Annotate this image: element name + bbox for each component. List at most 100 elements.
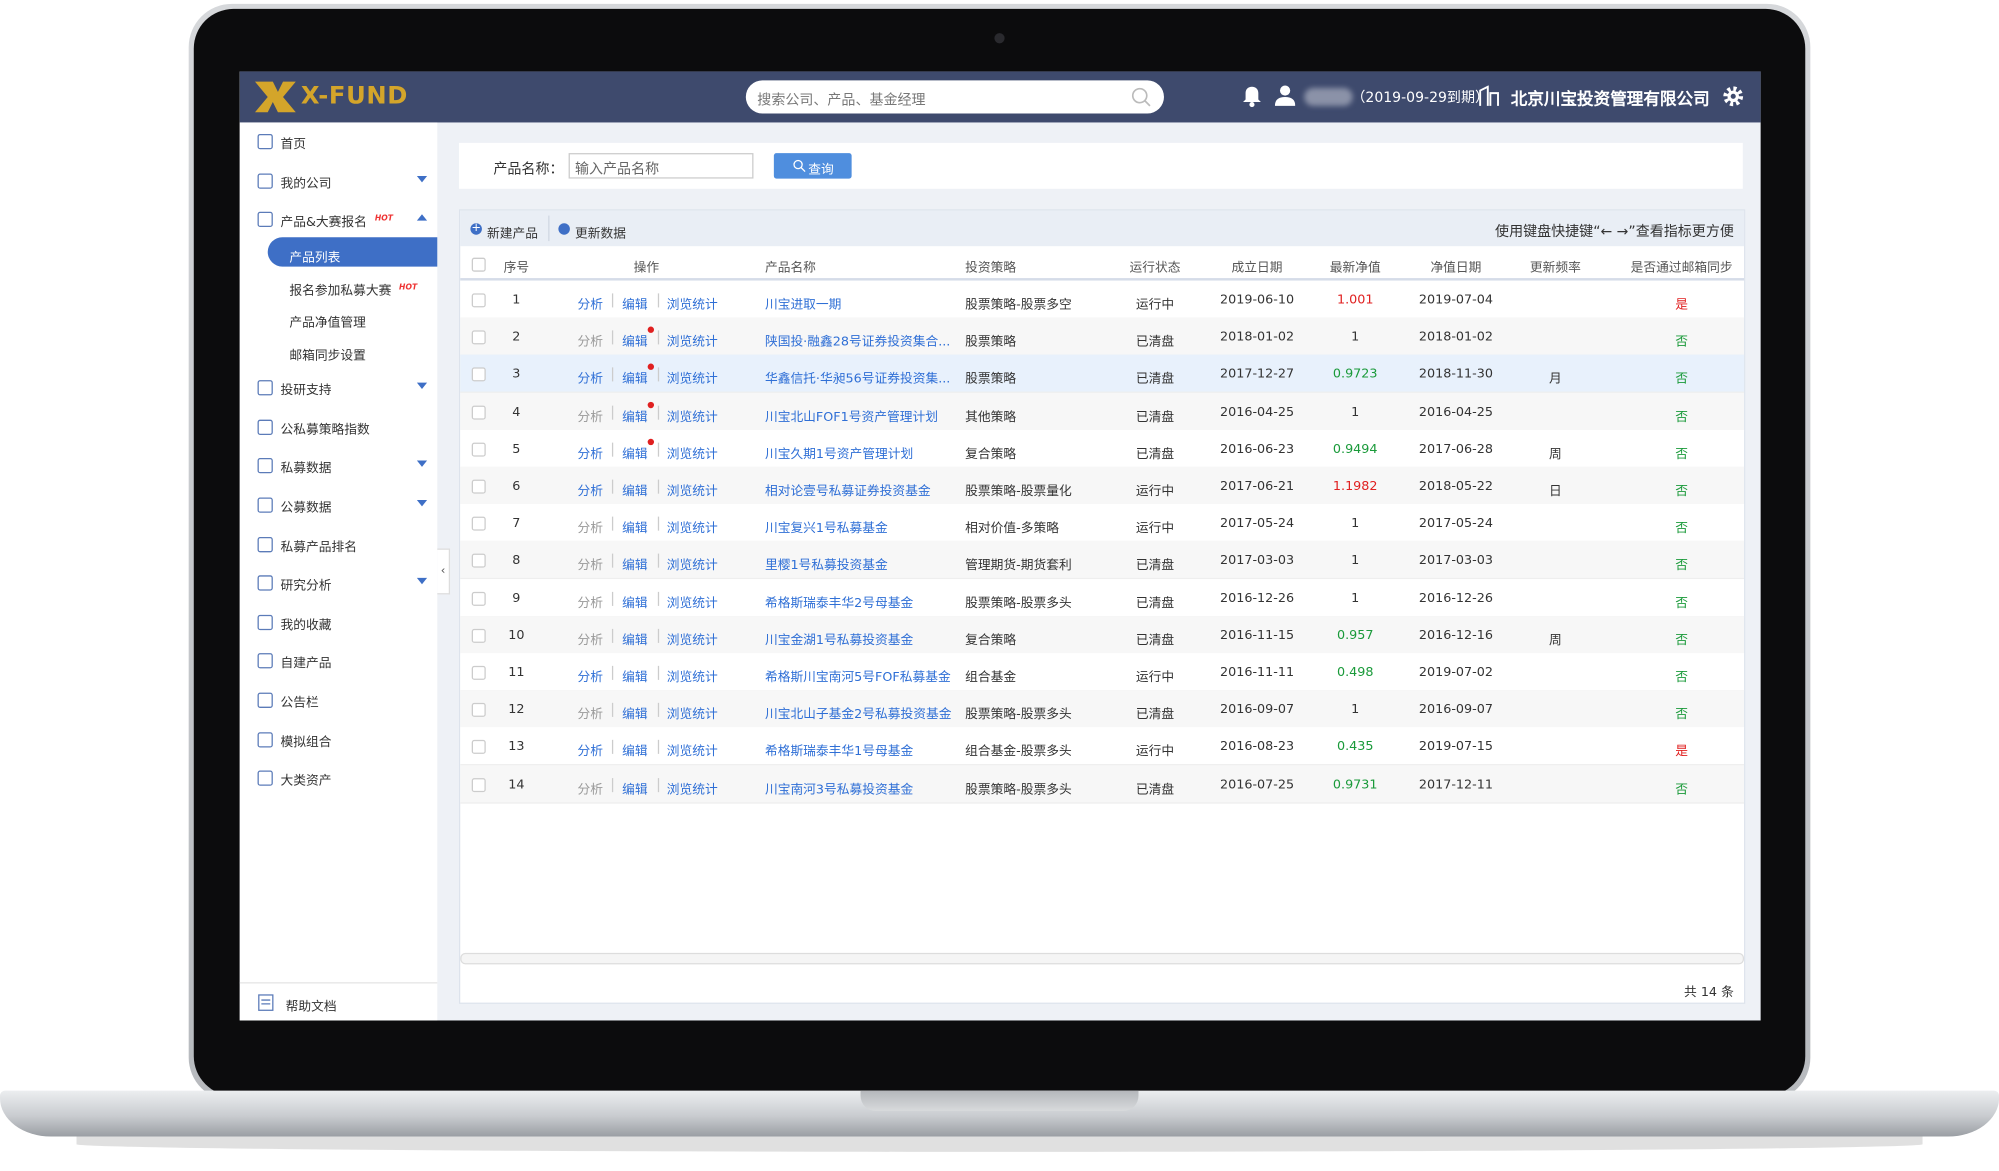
table-row[interactable] [460, 578, 1745, 617]
action-analysis[interactable]: 分析 [577, 559, 604, 574]
checkbox[interactable] [471, 665, 486, 680]
product-link[interactable]: 川宝金湖1号私募投资基金 [764, 633, 914, 648]
table-row[interactable] [460, 466, 1745, 506]
action-edit[interactable]: 编辑 [622, 633, 648, 648]
collapse-handle[interactable]: ‹ [437, 548, 451, 595]
action-analysis[interactable]: 分析 [577, 335, 604, 350]
checkbox[interactable] [471, 257, 486, 272]
action-stats[interactable]: 浏览统计 [666, 633, 718, 648]
checkbox[interactable] [471, 777, 486, 792]
action-stats[interactable]: 浏览统计 [666, 745, 718, 760]
submenu-item[interactable]: 产品列表 [289, 251, 341, 266]
table-row[interactable] [460, 690, 1745, 729]
action-stats[interactable]: 浏览统计 [666, 410, 718, 425]
menu-item[interactable]: 自建产品 [280, 657, 332, 672]
checkbox[interactable] [471, 628, 486, 643]
product-link[interactable]: 希格斯川宝南河5号FOF私募基金 [764, 670, 951, 685]
action-stats[interactable]: 浏览统计 [666, 708, 718, 723]
product-link[interactable]: 华鑫信托·华昶56号证券投资集... [764, 372, 951, 388]
name-input[interactable]: 输入产品名称 [568, 153, 754, 179]
action-edit[interactable]: 编辑 [622, 596, 648, 611]
action-stats[interactable]: 浏览统计 [666, 447, 718, 462]
product-link[interactable]: 川宝北山FOF1号资产管理计划 [764, 410, 939, 425]
product-link[interactable]: 川宝进取一期 [764, 298, 842, 313]
product-link[interactable]: 希格斯瑞泰丰华1号母基金 [764, 745, 914, 760]
checkbox[interactable] [471, 293, 486, 308]
checkbox[interactable] [471, 554, 486, 569]
product-link[interactable]: 川宝南河3号私募投资基金 [764, 782, 914, 797]
action-analysis[interactable]: 分析 [577, 521, 604, 536]
action-stats[interactable]: 浏览统计 [666, 335, 718, 350]
help-link[interactable]: 帮助文档 [285, 1000, 337, 1015]
search-box[interactable]: 搜索公司、产品、基金经理 [745, 80, 1164, 114]
menu-item[interactable]: 我的收藏 [280, 618, 332, 633]
table-row[interactable] [460, 764, 1745, 804]
submenu-item[interactable]: 邮箱同步设置 [289, 349, 366, 364]
menu-item[interactable]: 公募数据 [280, 501, 332, 516]
table-row[interactable] [460, 280, 1745, 319]
action-edit[interactable]: 编辑 [622, 410, 648, 425]
table-row[interactable] [460, 504, 1745, 543]
menu-item[interactable]: 模拟组合 [280, 735, 332, 750]
product-link[interactable]: 相对论壹号私募证券投资基金 [764, 484, 931, 499]
user-icon[interactable] [1274, 84, 1296, 107]
action-edit[interactable]: 编辑 [622, 484, 648, 499]
new-product[interactable]: 新建产品 [487, 227, 539, 242]
action-stats[interactable]: 浏览统计 [666, 298, 718, 313]
menu-item[interactable]: 大类资产 [280, 774, 332, 789]
checkbox[interactable] [471, 330, 486, 345]
bell-icon[interactable] [1242, 85, 1262, 108]
action-stats[interactable]: 浏览统计 [666, 559, 718, 574]
checkbox[interactable] [471, 516, 486, 531]
action-stats[interactable]: 浏览统计 [666, 670, 718, 685]
product-link[interactable]: 陕国投·融鑫28号证券投资集合... [764, 335, 951, 350]
product-link[interactable]: 川宝北山子基金2号私募投资基金 [764, 708, 952, 723]
menu-item[interactable]: 公私募策略指数 [280, 423, 370, 438]
action-analysis[interactable]: 分析 [577, 447, 604, 462]
menu-item[interactable]: 研究分析 [280, 579, 332, 594]
menu-item[interactable]: 私募产品排名 [280, 540, 357, 555]
action-stats[interactable]: 浏览统计 [666, 521, 718, 536]
action-stats[interactable]: 浏览统计 [666, 596, 718, 611]
action-stats[interactable]: 浏览统计 [666, 782, 718, 797]
query-button[interactable]: 查询 [773, 153, 852, 179]
action-analysis[interactable]: 分析 [577, 670, 604, 685]
action-edit[interactable]: 编辑 [622, 745, 648, 760]
product-link[interactable]: 川宝复兴1号私募基金 [764, 521, 888, 536]
action-edit[interactable]: 编辑 [622, 782, 648, 797]
submenu-item[interactable]: 报名参加私募大赛 [289, 284, 392, 299]
checkbox[interactable] [471, 591, 486, 606]
action-analysis[interactable]: 分析 [577, 410, 604, 425]
checkbox[interactable] [471, 703, 486, 718]
checkbox[interactable] [471, 405, 486, 420]
action-edit[interactable]: 编辑 [622, 335, 648, 350]
menu-item[interactable]: 私募数据 [280, 462, 332, 477]
checkbox[interactable] [471, 479, 486, 494]
product-link[interactable]: 希格斯瑞泰丰华2号母基金 [764, 596, 914, 611]
menu-item[interactable]: 首页 [280, 137, 306, 152]
action-analysis[interactable]: 分析 [577, 633, 604, 648]
table-row[interactable] [460, 392, 1745, 431]
action-analysis[interactable]: 分析 [577, 745, 604, 760]
refresh-data[interactable]: 更新数据 [574, 227, 626, 242]
action-analysis[interactable]: 分析 [577, 708, 604, 723]
action-edit[interactable]: 编辑 [622, 559, 648, 574]
action-edit[interactable]: 编辑 [622, 708, 648, 723]
menu-item[interactable]: 投研支持 [280, 384, 332, 399]
action-stats[interactable]: 浏览统计 [666, 484, 718, 499]
checkbox[interactable] [471, 740, 486, 755]
table-row[interactable] [460, 653, 1745, 692]
action-analysis[interactable]: 分析 [577, 298, 604, 313]
h-scrollbar[interactable] [460, 952, 1745, 965]
action-edit[interactable]: 编辑 [622, 447, 648, 462]
product-link[interactable]: 里樱1号私募投资基金 [764, 559, 888, 574]
table-row[interactable] [460, 317, 1745, 357]
table-row[interactable] [460, 541, 1745, 580]
action-edit[interactable]: 编辑 [622, 521, 648, 536]
checkbox[interactable] [471, 442, 486, 457]
menu-item[interactable]: 我的公司 [280, 176, 332, 191]
menu-item[interactable]: 产品&大赛报名 [280, 215, 367, 230]
action-analysis[interactable]: 分析 [577, 596, 604, 611]
action-edit[interactable]: 编辑 [622, 298, 648, 313]
product-link[interactable]: 川宝久期1号资产管理计划 [764, 447, 914, 462]
